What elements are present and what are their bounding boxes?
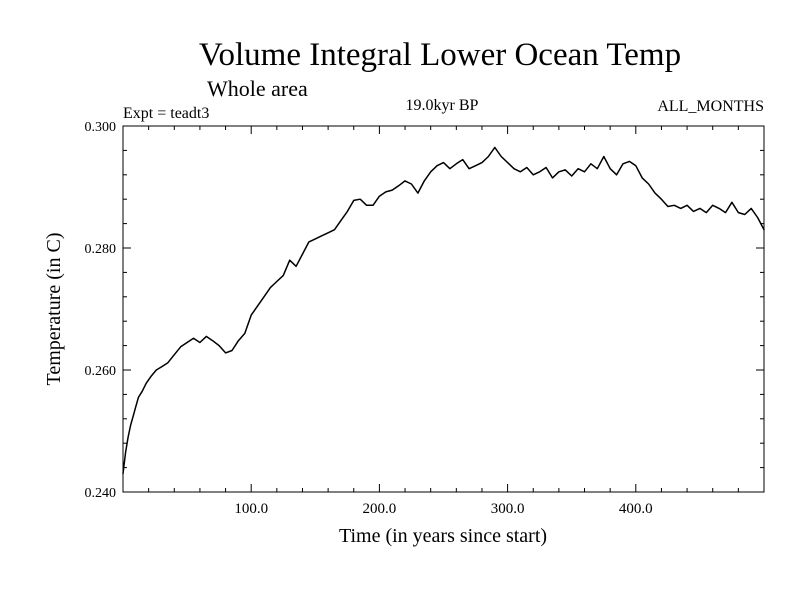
y-axis-label: Temperature (in C) <box>43 233 65 386</box>
chart-title: Volume Integral Lower Ocean Temp <box>199 37 681 73</box>
y-axis-ticks <box>123 149 764 469</box>
x-axis-ticks <box>148 126 739 492</box>
x-tick-label: 100.0 <box>234 501 268 517</box>
y-tick-label: 0.300 <box>85 120 117 135</box>
x-axis-tick-labels: 100.0 200.0 300.0 400.0 <box>234 501 652 517</box>
months-label: ALL_MONTHS <box>657 98 764 115</box>
x-tick-label: 300.0 <box>491 501 525 517</box>
period-label: 19.0kyr BP <box>406 97 479 114</box>
experiment-label: Expt = teadt3 <box>123 105 209 122</box>
plot-frame <box>122 125 765 493</box>
x-axis-label: Time (in years since start) <box>339 525 547 547</box>
y-tick-label: 0.260 <box>85 364 117 379</box>
y-tick-label: 0.280 <box>85 242 117 257</box>
y-axis-tick-labels: 0.240 0.260 0.280 0.300 <box>85 120 117 501</box>
x-tick-label: 400.0 <box>619 501 653 517</box>
temperature-series-line <box>122 146 765 475</box>
x-tick-label: 200.0 <box>363 501 397 517</box>
y-tick-label: 0.240 <box>85 486 117 501</box>
chart-subtitle: Whole area <box>207 76 308 101</box>
